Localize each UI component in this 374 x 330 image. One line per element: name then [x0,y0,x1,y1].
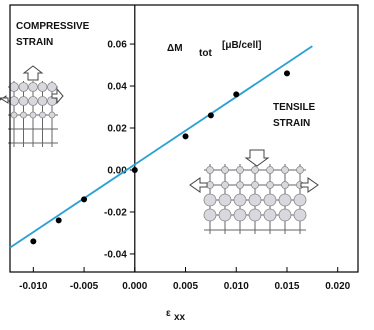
lattice-atom [251,166,259,174]
data-point [131,166,138,173]
lattice-atom [281,181,289,189]
x-tick-label: 0.010 [224,281,249,292]
lattice-atom [281,166,289,174]
lattice-atom [48,111,56,119]
x-tick-label: 0.000 [122,281,147,292]
lattice-atom [221,166,229,174]
annotation: [μB/cell] [222,40,261,51]
lattice-atom [9,96,19,106]
lattice-atom [278,193,292,207]
data-point [55,217,62,224]
y-tick-label: 0.06 [107,40,127,51]
strain-arrow [244,149,270,167]
lattice-atom [263,193,277,207]
annotation: tot [199,48,212,59]
lattice-icons [0,65,319,234]
data-point [182,133,189,140]
y-tick-label: 0.04 [107,82,127,93]
y-tick-label: -0.04 [104,249,127,260]
lattice-atom [266,166,274,174]
lattice-atom [248,193,262,207]
data-point [233,91,240,98]
lattice-atom [37,82,48,92]
lattice-atom [20,111,27,119]
x-tick-label: 0.005 [173,281,198,292]
lattice-atom [10,111,18,119]
lattice-atom [18,96,29,106]
x-tick-label: -0.010 [19,281,48,292]
lattice-atom [251,181,259,189]
x-tick-label: 0.020 [325,281,350,292]
data-point [283,70,290,77]
strain-arrow [22,65,44,81]
lattice-atom [236,166,244,174]
strain-arrow [0,97,9,104]
lattice-atom [206,181,214,189]
data-point [30,238,37,245]
annotation: COMPRESSIVE [16,21,90,32]
lattice-atom [293,208,307,222]
lattice-atom [18,82,29,92]
lattice-atom [28,82,38,92]
annotation: STRAIN [16,37,53,48]
x-tick-label: 0.015 [274,281,299,292]
lattice-atom [28,96,38,106]
lattice-atom [248,208,262,222]
annotation: ΔM [167,43,183,54]
annotation: xx [174,312,186,323]
data-point [81,196,88,203]
lattice-atom [233,193,247,207]
lattice-atom [203,193,217,207]
y-tick-label: 0.02 [107,124,127,135]
fit-line [9,45,313,249]
lattice-atom [9,82,19,92]
lattice-atom [37,96,48,106]
lattice-atom [203,208,217,222]
lattice-atom [47,82,57,92]
x-tick-label: -0.005 [70,281,99,292]
annotation: STRAIN [273,118,310,129]
lattice-atom [218,193,232,207]
lattice-atom [218,208,232,222]
lattice-atom [266,181,274,189]
lattice-atom [296,166,304,174]
lattice-atom [293,193,307,207]
strain-arrow [51,87,64,105]
annotation: ε [166,308,171,319]
y-tick-label: 0.00 [107,165,127,176]
lattice-atom [206,166,214,174]
lattice-atom [278,208,292,222]
lattice-atom [29,111,37,119]
y-tick-label: -0.02 [104,207,127,218]
lattice-atom [233,208,247,222]
lattice-atom [236,181,244,189]
annotation: TENSILE [273,102,316,113]
strain-arrow [300,177,319,193]
lattice-atom [221,181,229,189]
data-point [207,112,214,119]
lattice-atom [263,208,277,222]
plot-frame [9,4,359,273]
strain-arrow [189,177,208,193]
lattice-atom [39,111,46,119]
